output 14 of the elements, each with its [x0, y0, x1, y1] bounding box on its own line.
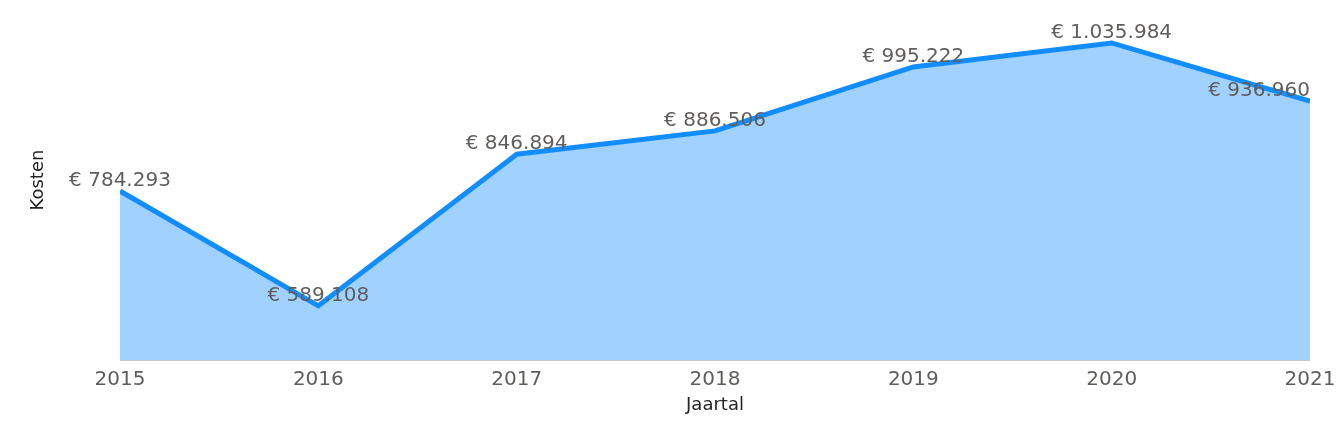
data-label: € 936.960: [1208, 77, 1310, 102]
x-tick-label: 2019: [887, 366, 939, 390]
x-tick-label: 2016: [292, 366, 344, 390]
y-axis-title: Kosten: [26, 149, 48, 211]
x-tick-label: 2017: [491, 366, 543, 390]
data-label: € 784.293: [69, 167, 171, 191]
data-label: € 1.035.984: [1051, 18, 1173, 43]
x-tick-label: 2018: [689, 366, 741, 390]
data-label: € 846.894: [465, 130, 568, 155]
x-tick-label: 2021: [1284, 366, 1336, 390]
x-axis-title: Jaartal: [685, 393, 744, 415]
x-tick-label: 2015: [94, 366, 146, 390]
data-label: € 995.222: [862, 42, 965, 67]
x-tick-label: 2020: [1086, 366, 1138, 390]
